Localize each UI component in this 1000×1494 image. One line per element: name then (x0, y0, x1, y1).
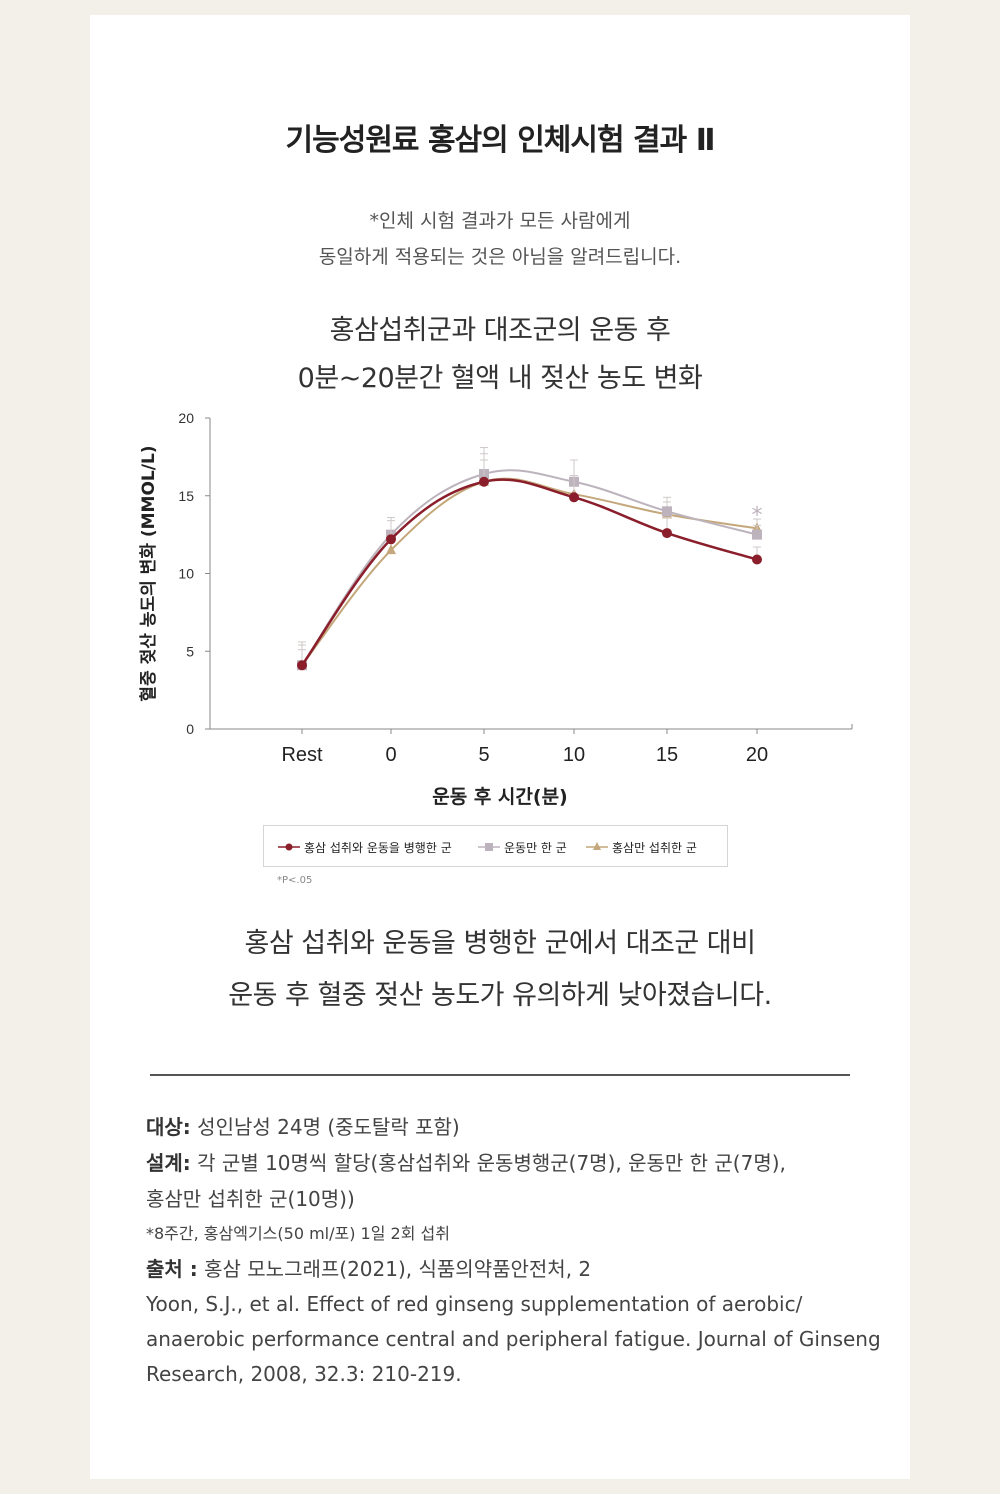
y-tick-label: 0 (186, 721, 194, 737)
legend-marker (593, 842, 601, 850)
subject-text: 성인남성 24명 (중도탈락 포함) (190, 1115, 460, 1139)
series-3-point (386, 544, 396, 555)
series-1-point (569, 492, 579, 503)
legend-marker (485, 843, 493, 851)
legend-graphic: 홍삼 섭취와 운동을 병행한 군 운동만 한 군 홍삼만 섭취한 군 (278, 840, 697, 855)
chart-title-line-1: 홍삼섭취군과 대조군의 운동 후 (329, 315, 671, 346)
series-2-point (752, 529, 762, 540)
significance-marker: * (752, 503, 763, 528)
legend-label: 홍삼 섭취와 운동을 병행한 군 (304, 840, 452, 855)
disclaimer: *인체 시험 결과가 모든 사람에게 동일하게 적용되는 것은 아님을 알려드립… (90, 203, 910, 275)
y-axis-title: 혈중 젖산 농도의 변화 (MMOL/L) (138, 445, 159, 701)
series-line-3 (301, 477, 758, 666)
lactate-line-chart: 0 5 10 15 20 Rest 0 5 10 15 20 운동 후 시간(분) 혈중 젖산 농도의 … (138, 410, 853, 808)
significance-footnote: *P<.05 (277, 875, 313, 886)
series-1-point (662, 528, 672, 539)
legend-label: 홍삼만 섭취한 군 (612, 841, 697, 855)
x-tick-label: 0 (385, 744, 396, 766)
study-info: 대상: 성인남성 24명 (중도탈락 포함) 설계: 각 군별 10명씩 할당(… (146, 1109, 886, 1392)
x-tick-label: 5 (478, 744, 489, 766)
source-label: 출처 : (146, 1257, 198, 1281)
page-title: 기능성원료 홍삼의 인체시험 결과 Ⅱ (285, 123, 716, 158)
series-line-2 (301, 469, 758, 666)
x-tick-label: 10 (563, 744, 585, 766)
chart-title-line-2: 0분~20분간 혈액 내 젖산 농도 변화 (297, 363, 703, 394)
dose-note: *8주간, 홍삼엑기스(50 ml/포) 1일 2회 섭취 (146, 1224, 450, 1243)
design-label: 설계: (146, 1151, 191, 1175)
legend-marker (285, 843, 293, 851)
y-tick-label: 20 (178, 410, 194, 426)
series-1-point (297, 660, 307, 671)
source-text: 홍삼 모노그래프(2021), 식품의약품안전처, 2 (197, 1257, 592, 1281)
citation: Yoon, S.J., et al. Effect of red ginseng… (146, 1292, 881, 1386)
summary-line-1: 홍삼 섭취와 운동을 병행한 군에서 대조군 대비 (244, 928, 756, 959)
series-1-point (479, 476, 489, 487)
subject-label: 대상: (146, 1115, 191, 1139)
disclaimer-line-2: 동일하게 적용되는 것은 아님을 알려드립니다. (318, 246, 682, 268)
y-tick-label: 5 (186, 643, 194, 659)
result-summary: 홍삼 섭취와 운동을 병행한 군에서 대조군 대비 운동 후 혈중 젖산 농도가… (90, 918, 910, 1022)
chart-title: 홍삼섭취군과 대조군의 운동 후 0분~20분간 혈액 내 젖산 농도 변화 (90, 307, 910, 403)
series-2-point (662, 506, 672, 517)
y-tick-label: 10 (178, 566, 194, 582)
design-row-2: 홍삼만 섭취한 군(10명)) (146, 1187, 355, 1211)
design-row: 설계: 각 군별 10명씩 할당(홍삼섭취와 운동병행군(7명), 운동만 한 … (146, 1145, 886, 1181)
chart-legend: 홍삼 섭취와 운동을 병행한 군 운동만 한 군 홍삼만 섭취한 군 (263, 825, 728, 867)
legend-label: 운동만 한 군 (504, 841, 567, 855)
design-text: 각 군별 10명씩 할당(홍삼섭취와 운동병행군(7명), 운동만 한 군(7명… (190, 1151, 786, 1175)
source-row: 출처 : 홍삼 모노그래프(2021), 식품의약품안전처, 2 (146, 1251, 886, 1287)
x-tick-label: 15 (656, 744, 678, 766)
x-tick-label: Rest (281, 744, 323, 766)
x-axis-title: 운동 후 시간(분) (432, 786, 567, 808)
content-card: 기능성원료 홍삼의 인체시험 결과 Ⅱ *인체 시험 결과가 모든 사람에게 동… (90, 15, 910, 1479)
series-1-point (386, 534, 396, 545)
y-tick-label: 15 (178, 488, 194, 504)
divider (150, 1074, 850, 1076)
disclaimer-line-1: *인체 시험 결과가 모든 사람에게 (369, 210, 631, 232)
summary-line-2: 운동 후 혈중 젖산 농도가 유의하게 낮아졌습니다. (228, 980, 772, 1011)
subject-row: 대상: 성인남성 24명 (중도탈락 포함) (146, 1109, 886, 1145)
series-1-point (752, 554, 762, 565)
x-tick-label: 20 (746, 744, 768, 766)
